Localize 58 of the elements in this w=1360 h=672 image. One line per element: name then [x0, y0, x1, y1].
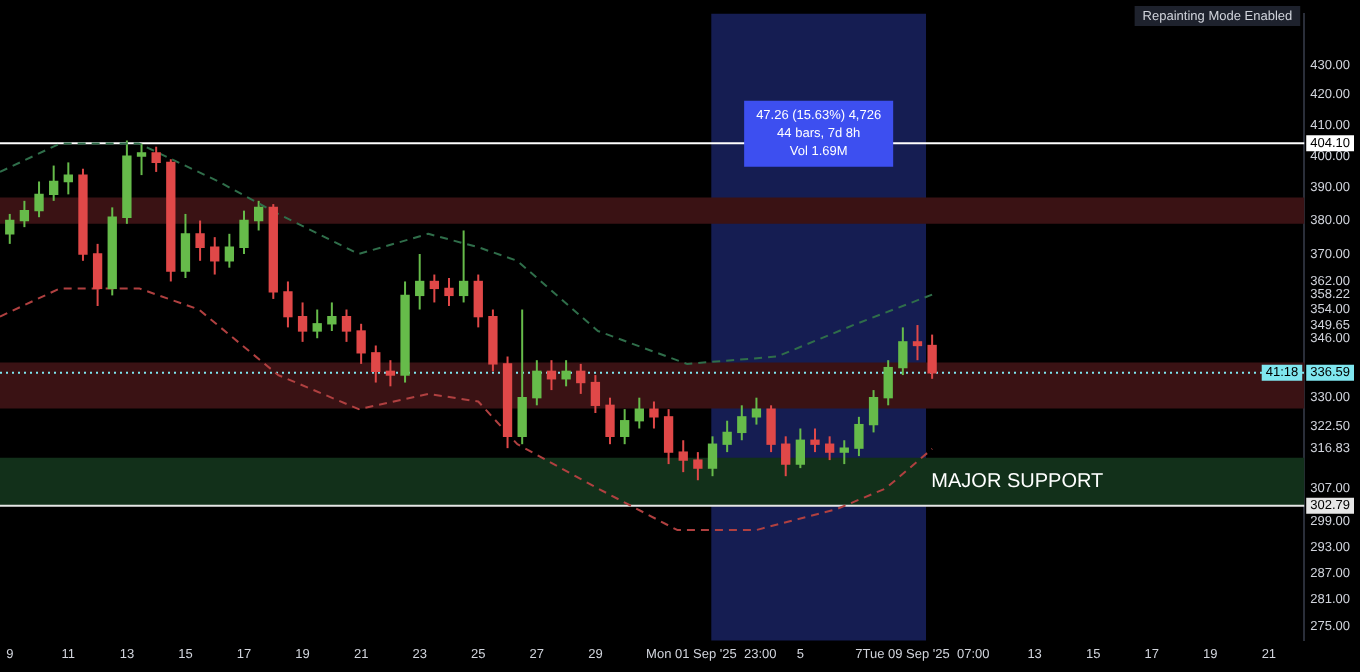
- candlestick: [590, 374, 601, 414]
- candlestick: [927, 333, 937, 380]
- candlestick: [663, 408, 674, 466]
- candlestick: [415, 253, 425, 311]
- candlestick: [737, 404, 747, 442]
- candlestick: [532, 359, 542, 407]
- candlestick: [180, 212, 191, 279]
- candlestick: [473, 273, 483, 329]
- line-series: [0, 287, 934, 531]
- candlestick: [707, 435, 718, 478]
- candlestick: [883, 359, 893, 407]
- band-label: MAJOR SUPPORT: [931, 471, 1104, 494]
- candlestick: [678, 439, 688, 474]
- candlestick: [371, 344, 381, 384]
- candlestick: [751, 396, 762, 426]
- candlestick: [239, 209, 249, 256]
- candlestick: [356, 322, 366, 365]
- candlestick: [576, 362, 586, 395]
- candlestick: [912, 324, 923, 362]
- candlestick: [253, 199, 264, 232]
- candlestick: [136, 142, 147, 177]
- candlestick: [693, 451, 703, 482]
- candlestick: [327, 301, 337, 332]
- candlestick: [634, 396, 644, 430]
- candlestick: [839, 439, 849, 466]
- candlestick: [210, 236, 220, 276]
- candlestick: [19, 199, 30, 229]
- candlestick: [63, 161, 73, 196]
- candlestick: [92, 242, 103, 307]
- candlestick: [810, 427, 820, 454]
- candlestick: [898, 326, 908, 377]
- candlestick: [854, 415, 864, 458]
- candlestick: [429, 273, 439, 304]
- candlestick: [649, 400, 659, 430]
- candlestick: [312, 308, 322, 340]
- candlestick: [868, 389, 879, 434]
- candlestick: [517, 308, 527, 446]
- candlestick: [620, 408, 630, 446]
- candlestick: [341, 308, 352, 343]
- candlestick: [195, 219, 205, 262]
- candlestick: [605, 396, 615, 446]
- candlestick: [283, 280, 293, 329]
- candlestick: [766, 404, 776, 454]
- candlestick: [224, 232, 235, 269]
- candlestick: [5, 212, 15, 245]
- candlestick: [561, 359, 571, 388]
- candlestick: [458, 229, 469, 304]
- candlestick: [444, 276, 454, 307]
- candlestick: [795, 427, 806, 470]
- line-series: [0, 142, 934, 365]
- candlestick: [34, 180, 44, 219]
- candlestick: [385, 359, 396, 388]
- candlestick: [49, 164, 59, 202]
- candlestick: [297, 301, 308, 343]
- candlestick: [781, 435, 791, 478]
- candlestick: [824, 435, 835, 462]
- candlestick: [151, 145, 161, 173]
- candlestick: [722, 419, 732, 454]
